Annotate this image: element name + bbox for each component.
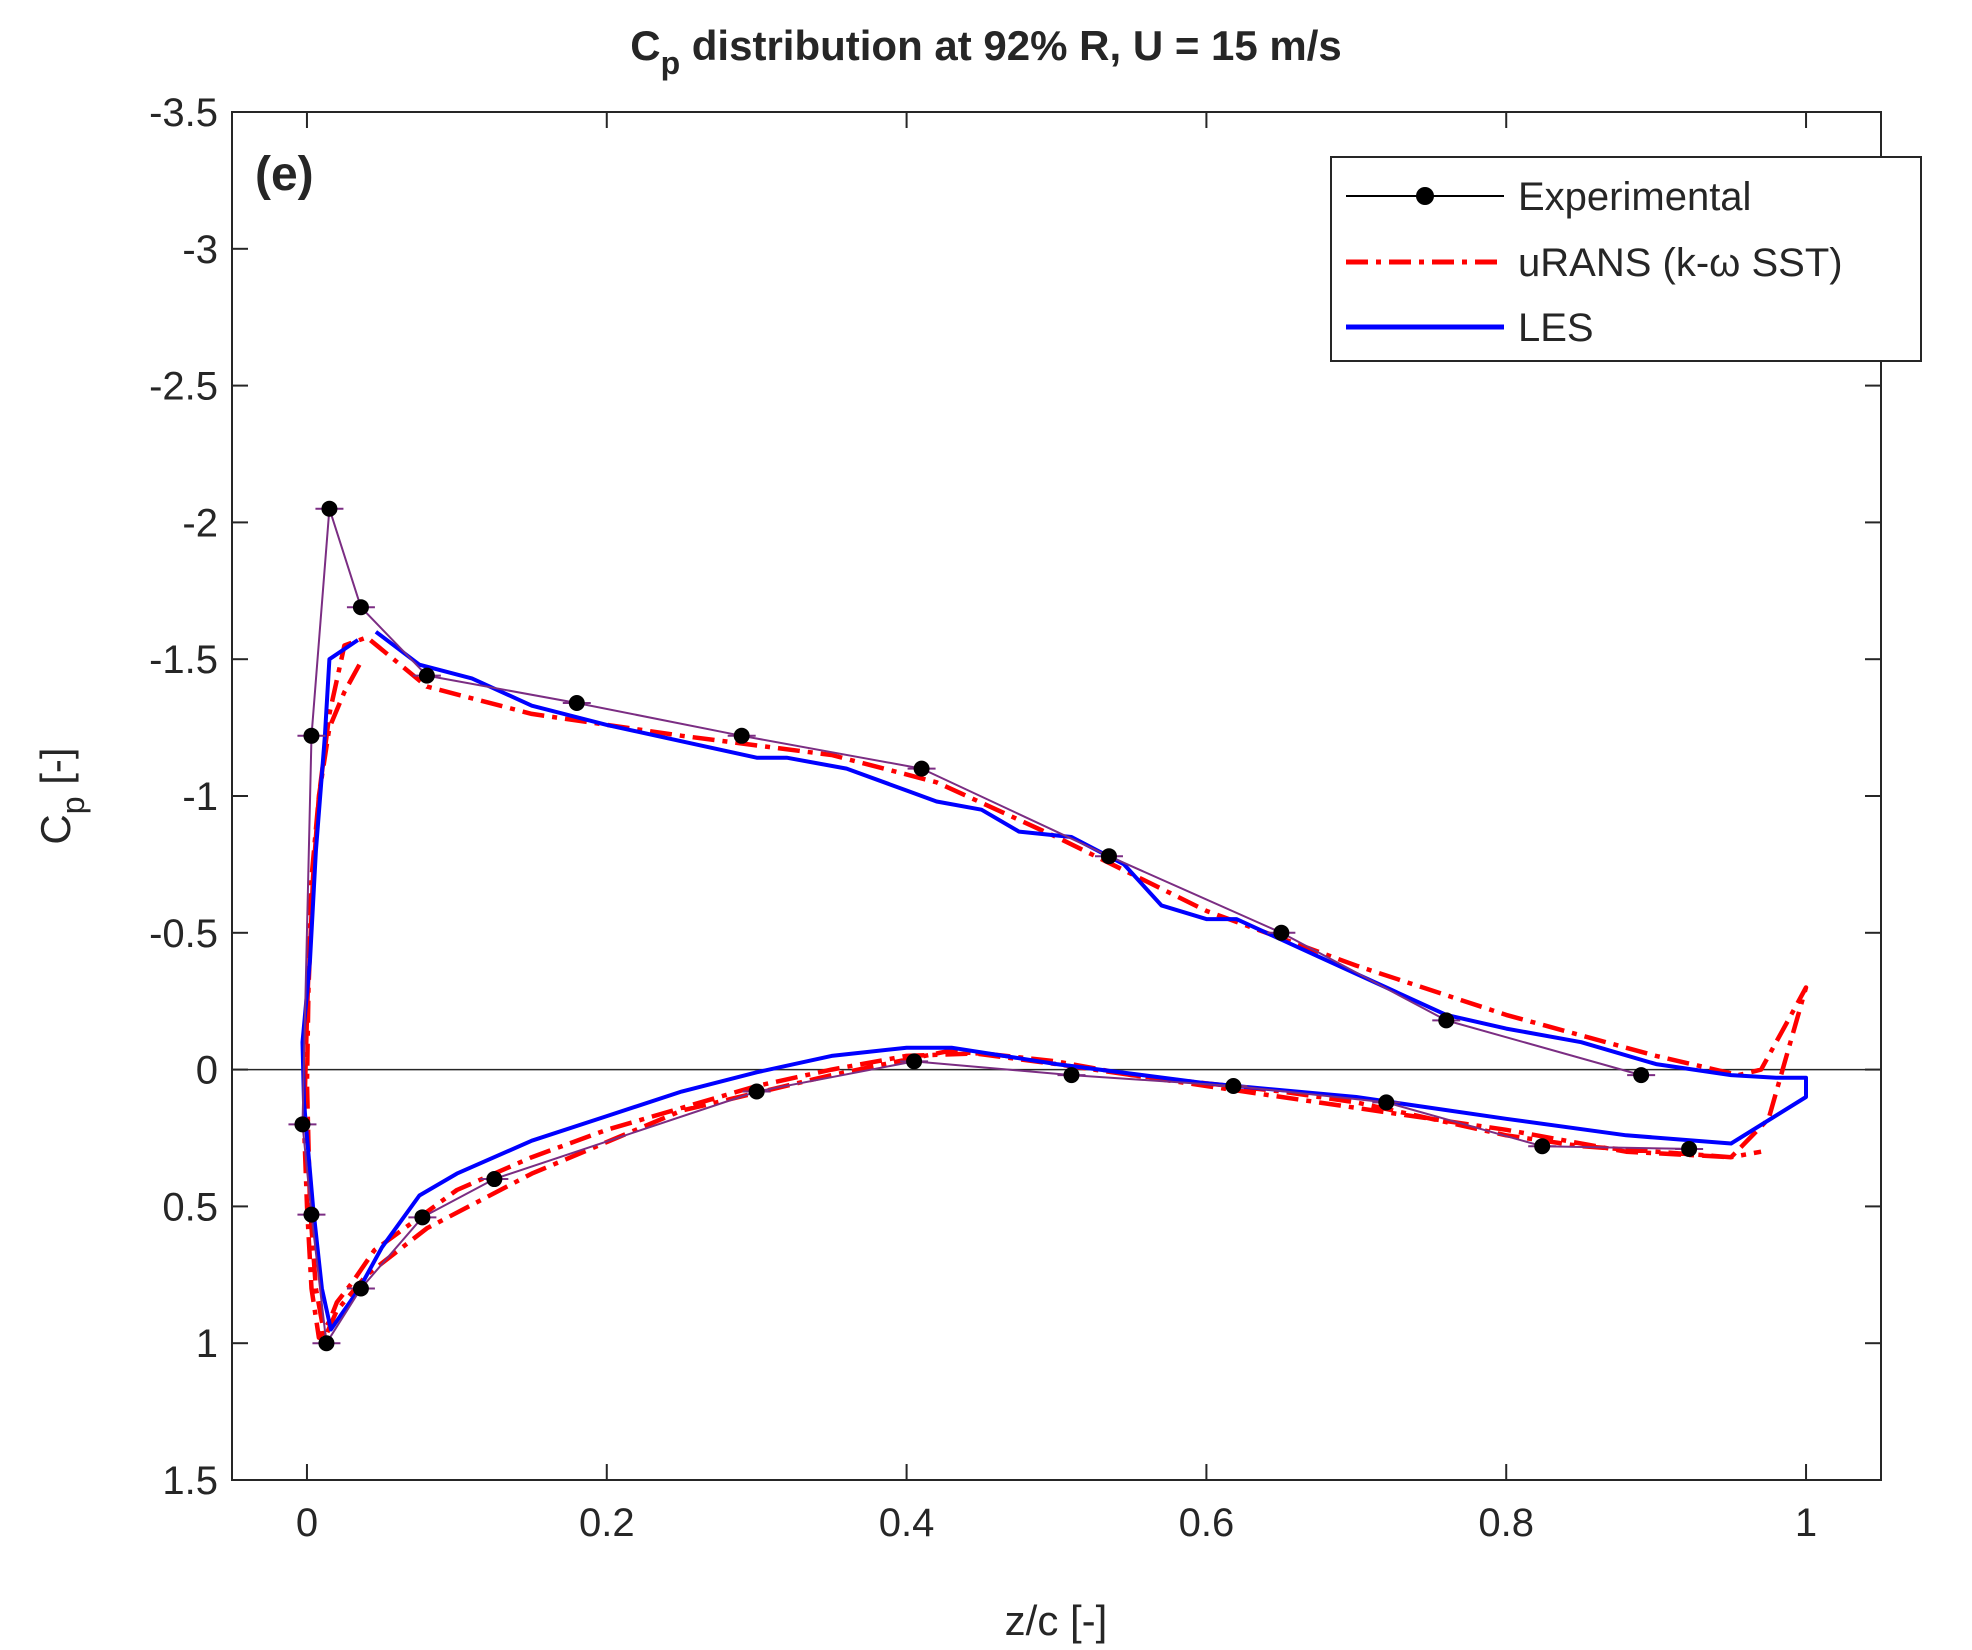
experimental-point [1534,1138,1551,1155]
experimental-point [1633,1067,1650,1084]
chart-title-sub: p [661,45,681,81]
legend-label-urans: uRANS (k-ω SST) [1518,241,1843,285]
series-les-line [300,630,1808,1332]
chart-title-main: C [630,22,660,69]
y-tick-label: -3.5 [149,91,218,135]
experimental-point [1438,1012,1455,1029]
experimental-point [1100,848,1117,865]
x-tick-label: 0.6 [1179,1501,1235,1545]
experimental-point [748,1083,765,1100]
experimental-point [1273,924,1290,941]
experimental-point [352,1280,369,1297]
experimental-point [414,1209,431,1226]
panel-label: (e) [255,148,314,201]
y-tick-label: -1.5 [149,638,218,682]
y-axis-label-main: C [32,814,79,844]
y-axis-label: Cp [-] [32,747,91,844]
experimental-point [303,1206,320,1223]
x-tick-label: 0 [296,1501,318,1545]
experimental-point [913,760,930,777]
experimental-point [906,1053,923,1070]
y-tick-label: 1 [196,1322,218,1366]
y-tick-label: 1.5 [162,1459,218,1503]
experimental-point [486,1171,503,1188]
y-tick-label: 0.5 [162,1185,218,1229]
y-axis-label-sub: p [55,796,91,814]
x-tick-label: 0.8 [1478,1501,1534,1545]
experimental-point [294,1116,311,1133]
legend-marker-experimental [1416,187,1434,205]
x-tick-label: 1 [1795,1501,1817,1545]
experimental-point [1681,1140,1698,1157]
chart-title-rest: distribution at 92% R, U = 15 m/s [680,22,1342,69]
y-tick-label: -3 [182,228,218,272]
experimental-point [1063,1067,1080,1084]
y-axis-label-rest: [-] [32,747,79,796]
chart-title: Cp distribution at 92% R, U = 15 m/s [630,22,1342,81]
experimental-point [733,727,750,744]
y-tick-label: -2 [182,501,218,545]
experimental-point [1378,1094,1395,1111]
experimental-point [418,667,435,684]
x-tick-label: 0.4 [879,1501,935,1545]
y-tick-label: 0 [196,1049,218,1093]
experimental-point [1225,1078,1242,1095]
experimental-point [318,1335,335,1352]
experimental-point [568,694,585,711]
x-tick-label: 0.2 [579,1501,635,1545]
y-tick-label: -2.5 [149,365,218,409]
series-layer [288,500,1809,1352]
legend-label-experimental: Experimental [1518,175,1751,219]
legend: Experimental uRANS (k-ω SST) LES [1330,156,1922,362]
axis-ticks: 0 0.2 0.4 0.6 0.8 1 -3.5 -3 -2.5 -2 -1.5 -1 -0.5 0 0.5… [149,91,1881,1545]
experimental-point [321,500,338,517]
x-axis-label: z/c [-] [1005,1597,1108,1644]
y-tick-label: -0.5 [149,912,218,956]
series-experimental-line [301,507,1690,1345]
y-tick-label: -1 [182,775,218,819]
legend-label-les: LES [1518,306,1594,350]
experimental-point [303,727,320,744]
experimental-point [352,599,369,616]
